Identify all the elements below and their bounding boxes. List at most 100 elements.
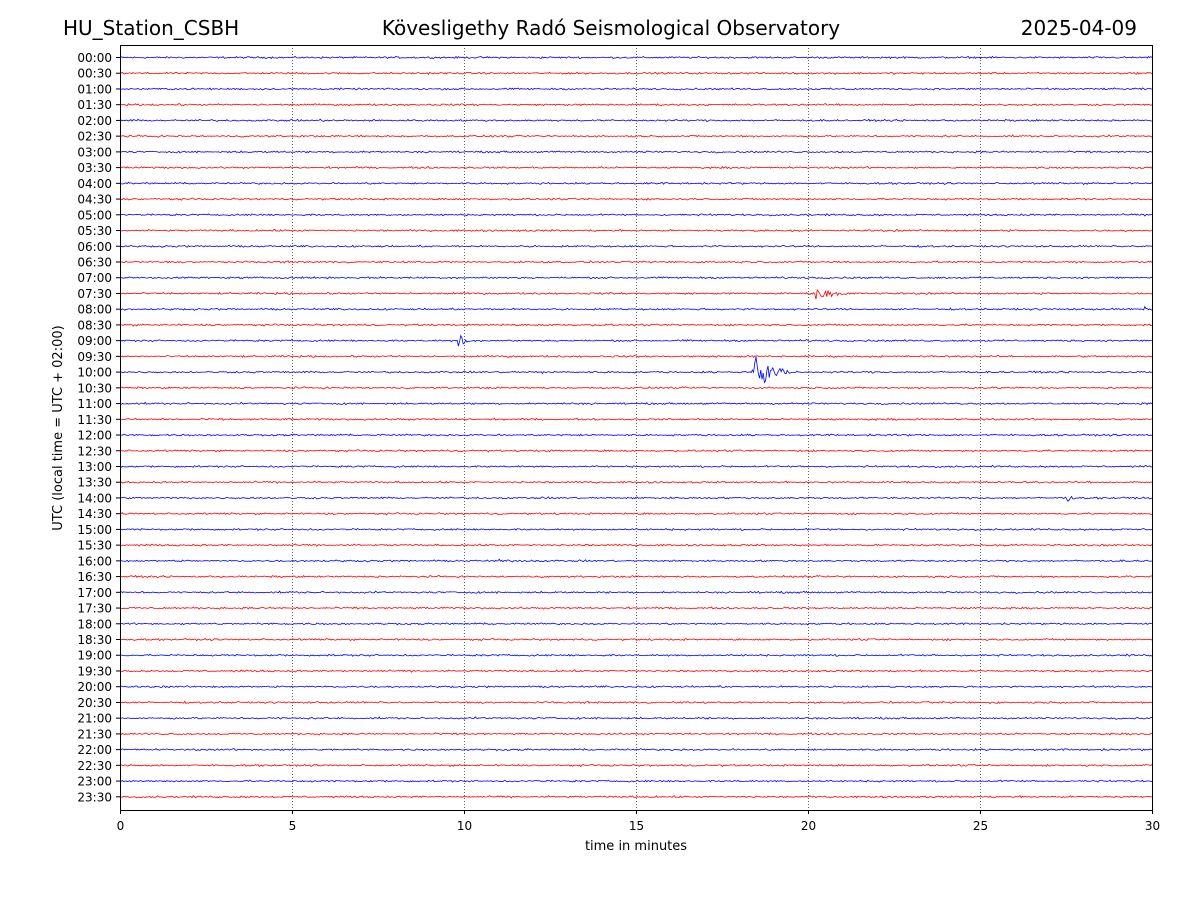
trace-1930 [119, 669, 1152, 673]
y-tick-label: 12:00 [77, 429, 112, 443]
trace-0030 [119, 71, 1153, 75]
trace-1530 [120, 543, 1153, 547]
trace-1730 [119, 606, 1153, 610]
trace-0830 [119, 323, 1153, 327]
trace-0730 [119, 289, 1153, 300]
y-tick-label: 07:00 [77, 271, 112, 285]
y-tick-label: 14:00 [77, 491, 112, 505]
y-tick-label: 04:00 [77, 177, 112, 191]
trace-1000 [119, 356, 1153, 384]
x-axis-label: time in minutes [585, 839, 687, 854]
x-tick-label: 30 [1145, 819, 1160, 833]
trace-1330 [119, 480, 1153, 485]
y-tick-label: 02:00 [77, 114, 112, 128]
y-tick-label: 21:00 [77, 712, 112, 726]
y-tick-label: 11:30 [77, 413, 112, 427]
y-tick-label: 13:30 [77, 476, 112, 490]
trace-1230 [119, 449, 1153, 453]
y-tick-label: 22:00 [77, 743, 112, 757]
trace-1400 [120, 495, 1153, 502]
y-tick-label: 16:00 [77, 554, 112, 568]
x-tick-label: 10 [457, 819, 472, 833]
y-axis-label: UTC (local time = UTC + 02:00) [51, 325, 66, 530]
y-tick-label: 03:30 [77, 161, 112, 175]
y-tick-label: 06:30 [77, 255, 112, 269]
x-tick-label: 5 [289, 819, 297, 833]
seismic-traces [119, 55, 1153, 799]
x-tick-label: 20 [801, 819, 816, 833]
trace-1200 [119, 433, 1153, 437]
axes-frame [120, 45, 1153, 811]
trace-1500 [119, 527, 1153, 531]
trace-1800 [119, 622, 1152, 626]
trace-1900 [119, 653, 1153, 657]
y-tick-label: 20:00 [77, 680, 112, 694]
chart-date: 2025-04-09 [1020, 16, 1137, 40]
y-tick-label: 23:30 [77, 790, 112, 804]
y-tick-label: 09:00 [77, 334, 112, 348]
trace-0330 [119, 166, 1153, 170]
y-tick-label: 08:00 [77, 303, 112, 317]
y-tick-label: 09:30 [77, 350, 112, 364]
y-tick-label: 05:00 [77, 208, 112, 222]
trace-1030 [119, 386, 1152, 390]
y-tick-label: 00:00 [77, 51, 112, 65]
trace-1700 [119, 590, 1153, 594]
trace-2230 [119, 763, 1153, 768]
trace-2330 [119, 795, 1153, 799]
y-tick-label: 23:00 [77, 775, 112, 789]
y-tick-label: 14:30 [77, 507, 112, 521]
trace-0230 [119, 134, 1153, 138]
trace-0130 [120, 103, 1153, 107]
y-tick-label: 10:00 [77, 366, 112, 380]
trace-1300 [119, 464, 1153, 469]
trace-2300 [119, 779, 1153, 783]
y-tick-label: 08:30 [77, 318, 112, 332]
y-tick-label: 15:30 [77, 539, 112, 553]
trace-1630 [120, 574, 1153, 579]
y-tick-label: 18:00 [77, 617, 112, 631]
trace-0000 [119, 55, 1153, 60]
y-tick-label: 21:30 [77, 727, 112, 741]
trace-2200 [119, 747, 1153, 752]
y-tick-label: 01:00 [77, 82, 112, 96]
trace-0530 [119, 228, 1153, 233]
trace-2130 [119, 732, 1153, 736]
trace-0800 [119, 305, 1153, 311]
x-tick-label: 25 [973, 819, 988, 833]
y-tick-label: 17:30 [77, 602, 112, 616]
x-axis: 0 5 10 15 20 25 30 [117, 810, 1160, 833]
trace-1600 [119, 558, 1153, 563]
trace-0900 [119, 334, 1153, 347]
x-tick-label: 15 [629, 819, 644, 833]
trace-2100 [119, 716, 1153, 720]
station-name: HU_Station_CSBH [63, 16, 240, 40]
trace-0430 [120, 197, 1153, 201]
y-tick-label: 17:00 [77, 586, 112, 600]
trace-2000 [119, 684, 1153, 689]
y-tick-label: 04:30 [77, 193, 112, 207]
trace-0630 [119, 260, 1153, 264]
y-tick-label: 19:00 [77, 649, 112, 663]
y-tick-label: 11:00 [77, 397, 112, 411]
y-tick-label: 22:30 [77, 759, 112, 773]
trace-0100 [120, 87, 1152, 91]
y-tick-label: 20:30 [77, 696, 112, 710]
y-tick-label: 12:30 [77, 444, 112, 458]
x-tick-label: 0 [117, 819, 125, 833]
trace-0300 [119, 150, 1153, 154]
trace-0500 [119, 213, 1153, 217]
y-tick-label: 06:00 [77, 240, 112, 254]
y-tick-label: 02:30 [77, 130, 112, 144]
chart-title: Kövesligethy Radó Seismological Observat… [381, 16, 841, 40]
y-tick-label: 15:00 [77, 523, 112, 537]
trace-0400 [119, 181, 1153, 186]
y-tick-label: 03:00 [77, 145, 112, 159]
trace-2030 [119, 700, 1153, 705]
trace-0600 [119, 244, 1153, 248]
trace-1100 [119, 401, 1153, 406]
y-tick-label: 13:00 [77, 460, 112, 474]
trace-1430 [119, 512, 1153, 516]
